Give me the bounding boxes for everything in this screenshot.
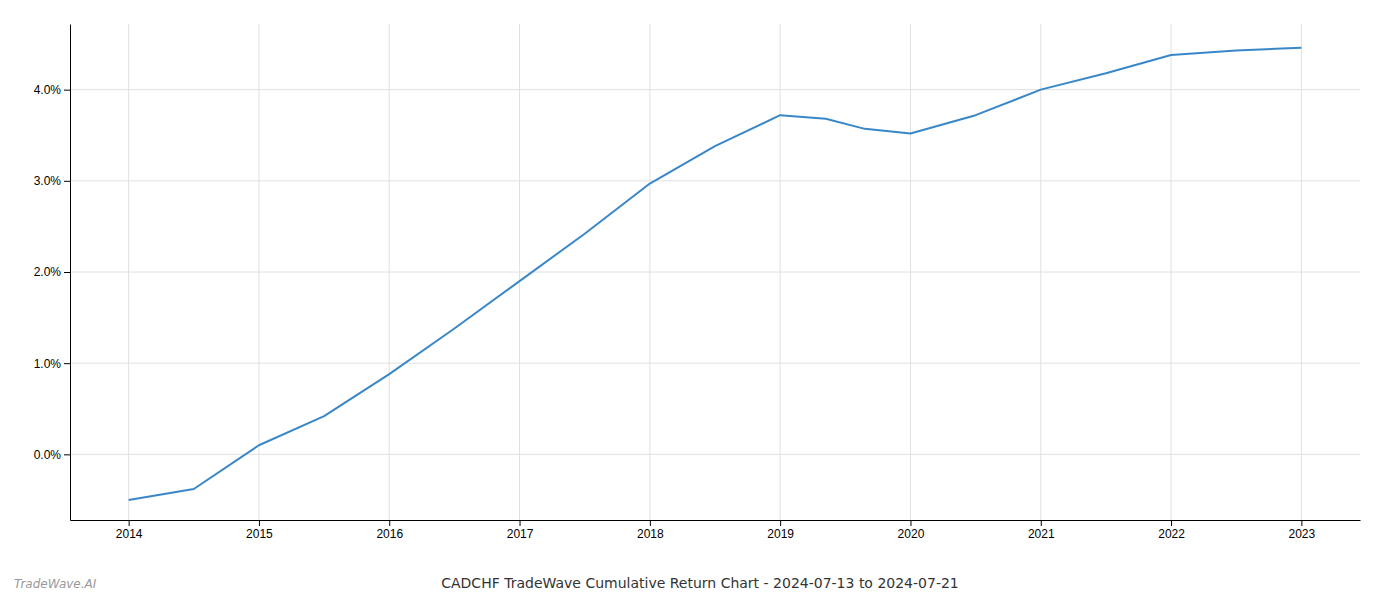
x-axis-line [71, 520, 1361, 521]
watermark: TradeWave.AI [14, 577, 97, 591]
x-axis: 2014 2015 2016 2017 2018 2019 2020 2021 2022 2023 [71, 520, 1361, 541]
y-tick-mark [64, 272, 70, 273]
y-grid-line [70, 89, 1360, 90]
x-tick: 2017 [507, 520, 534, 541]
x-tick-mark [1041, 520, 1042, 526]
x-tick: 2014 [116, 520, 143, 541]
x-tick-label: 2019 [767, 527, 794, 541]
y-tick-label: 1.0% [34, 357, 62, 371]
marks [129, 48, 1302, 500]
chart: 2014 2015 2016 2017 2018 2019 2020 2021 2022 2023… [0, 0, 1400, 600]
y-grid-line [70, 454, 1360, 455]
x-tick-label: 2022 [1158, 527, 1185, 541]
y-tick-mark [64, 181, 70, 182]
x-tick-mark [780, 520, 781, 526]
x-tick-mark [389, 520, 390, 526]
x-tick-label: 2023 [1289, 527, 1316, 541]
x-tick-label: 2018 [637, 527, 664, 541]
x-tick-label: 2021 [1028, 527, 1055, 541]
y-tick: 2.0% [34, 265, 70, 279]
x-tick: 2018 [637, 520, 664, 541]
y-axis-line [70, 25, 71, 521]
y-grid-line [70, 363, 1360, 364]
y-tick: 0.0% [34, 448, 70, 462]
x-tick: 2019 [767, 520, 794, 541]
y-grid-line [70, 272, 1360, 273]
x-tick-mark [520, 520, 521, 526]
x-tick-label: 2014 [116, 527, 143, 541]
y-tick-label: 0.0% [34, 448, 62, 462]
y-tick: 1.0% [34, 357, 70, 371]
grid [70, 24, 1360, 520]
x-tick: 2016 [376, 520, 403, 541]
x-tick-mark [1301, 520, 1302, 526]
x-tick-mark [1171, 520, 1172, 526]
y-tick-mark [64, 454, 70, 455]
y-tick-label: 3.0% [34, 174, 62, 188]
x-tick: 2023 [1289, 520, 1316, 541]
y-tick-label: 2.0% [34, 265, 62, 279]
x-tick-mark [129, 520, 130, 526]
line [129, 48, 1302, 500]
y-tick: 3.0% [34, 174, 70, 188]
x-tick-label: 2017 [507, 527, 534, 541]
title: CADCHF TradeWave Cumulative Return Chart… [441, 575, 959, 591]
x-tick: 2021 [1028, 520, 1055, 541]
y-tick: 4.0% [34, 83, 70, 97]
x-tick-mark [259, 520, 260, 526]
x-tick-mark [910, 520, 911, 526]
x-tick: 2015 [246, 520, 273, 541]
x-tick: 2020 [898, 520, 925, 541]
x-tick-label: 2020 [898, 527, 925, 541]
x-tick-label: 2015 [246, 527, 273, 541]
plot-area: 2014 2015 2016 2017 2018 2019 2020 2021 2022 2023… [34, 24, 1361, 541]
y-tick-mark [64, 363, 70, 364]
y-tick-mark [64, 90, 70, 91]
x-tick: 2022 [1158, 520, 1185, 541]
x-tick-label: 2016 [376, 527, 403, 541]
x-tick-mark [650, 520, 651, 526]
y-grid-line [70, 180, 1360, 181]
y-tick-label: 4.0% [34, 83, 62, 97]
y-axis: 0.0% 1.0% 2.0% 3.0% 4.0% [34, 25, 71, 521]
